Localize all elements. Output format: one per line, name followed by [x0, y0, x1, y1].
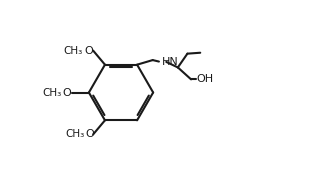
- Text: OH: OH: [196, 74, 213, 84]
- Text: O: O: [63, 88, 72, 97]
- Text: CH₃: CH₃: [65, 129, 85, 139]
- Text: CH₃: CH₃: [64, 46, 83, 56]
- Text: O: O: [86, 129, 95, 139]
- Text: HN: HN: [162, 57, 179, 67]
- Text: O: O: [85, 46, 93, 56]
- Text: CH₃: CH₃: [42, 88, 61, 97]
